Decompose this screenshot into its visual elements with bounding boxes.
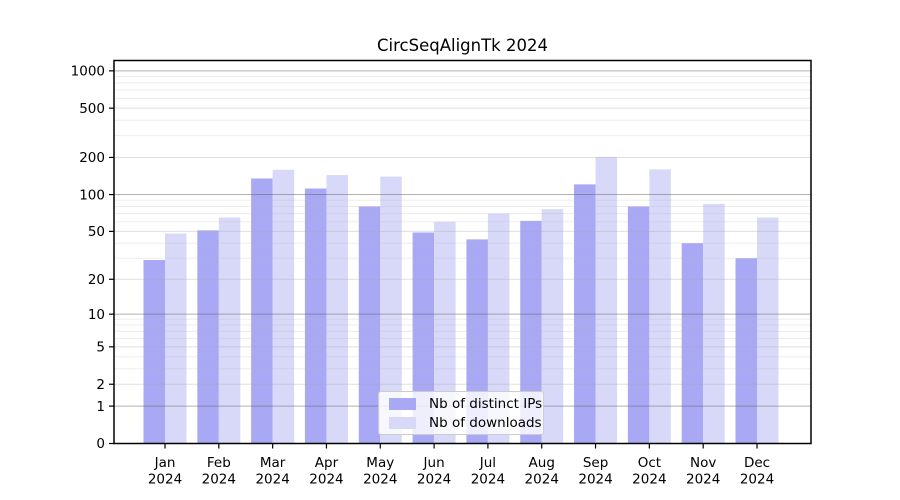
chart-title: CircSeqAlignTk 2024 xyxy=(377,36,548,55)
bar-distinct-ips xyxy=(197,230,219,444)
bar-distinct-ips xyxy=(304,188,327,444)
x-tick-label-month: Oct xyxy=(638,455,661,471)
y-tick-label: 100 xyxy=(79,187,105,203)
legend-label-distinct-ips: Nb of distinct IPs xyxy=(429,395,543,412)
bar-downloads xyxy=(703,203,725,444)
bar-distinct-ips xyxy=(251,178,273,444)
x-tick-label-year: 2024 xyxy=(632,472,666,488)
bar-downloads xyxy=(541,209,564,444)
x-tick-label-month: Nov xyxy=(690,455,716,471)
x-tick-label-year: 2024 xyxy=(686,472,720,488)
bar-distinct-ips xyxy=(412,232,435,444)
y-tick-label: 2 xyxy=(96,377,105,393)
bar-downloads xyxy=(649,169,671,444)
bar-downloads xyxy=(757,217,779,444)
bar-downloads xyxy=(326,175,348,444)
x-tick-label-year: 2024 xyxy=(417,472,451,488)
x-tick-label-year: 2024 xyxy=(471,472,505,488)
x-tick-label-year: 2024 xyxy=(202,472,236,488)
x-tick-label-year: 2024 xyxy=(525,472,559,488)
y-tick-label: 5 xyxy=(96,340,105,356)
y-tick-label: 500 xyxy=(79,101,105,117)
axis-spine xyxy=(113,59,812,445)
y-tick-label: 10 xyxy=(88,307,105,323)
legend: Nb of distinct IPs Nb of downloads xyxy=(378,391,544,435)
bar-downloads xyxy=(487,213,510,444)
bar-downloads xyxy=(165,233,187,444)
x-tick-label-month: Aug xyxy=(529,455,555,471)
bar-downloads xyxy=(595,156,618,444)
bar-downloads xyxy=(272,169,295,444)
x-tick-label-month: Mar xyxy=(260,455,286,471)
bar-distinct-ips xyxy=(735,258,757,444)
x-tick-label-year: 2024 xyxy=(309,472,343,488)
y-tick-label: 0 xyxy=(96,436,105,452)
x-tick-label-year: 2024 xyxy=(255,472,289,488)
bar-downloads xyxy=(434,221,456,444)
legend-label-downloads: Nb of downloads xyxy=(429,414,542,431)
y-tick-label: 200 xyxy=(79,150,105,166)
x-tick-label-year: 2024 xyxy=(148,472,182,488)
y-tick-label: 1 xyxy=(96,399,105,415)
x-tick-label-month: Feb xyxy=(207,455,231,471)
y-tick-label: 20 xyxy=(88,272,105,288)
x-tick-label-year: 2024 xyxy=(740,472,774,488)
bar-downloads xyxy=(380,176,402,444)
legend-swatch-distinct-ips xyxy=(389,397,416,410)
x-tick-label-month: Jun xyxy=(423,455,445,471)
bar-distinct-ips xyxy=(520,220,542,444)
bar-distinct-ips xyxy=(143,260,165,444)
bar-distinct-ips xyxy=(681,243,704,444)
y-tick-label: 1000 xyxy=(71,64,105,80)
x-tick-label-month: Dec xyxy=(744,455,770,471)
legend-item-distinct-ips: Nb of distinct IPs xyxy=(385,394,542,413)
x-tick-label-month: Apr xyxy=(315,455,339,471)
x-tick-label-month: Sep xyxy=(583,455,608,471)
x-tick-label-year: 2024 xyxy=(363,472,397,488)
x-tick-label-month: Jul xyxy=(479,455,496,471)
y-tick-label: 50 xyxy=(88,224,105,240)
x-tick-label-year: 2024 xyxy=(578,472,612,488)
x-tick-label-month: Jan xyxy=(154,455,176,471)
bar-downloads xyxy=(218,217,241,444)
bar-distinct-ips xyxy=(358,206,381,444)
bar-distinct-ips xyxy=(627,206,650,444)
x-tick-label-month: May xyxy=(366,455,394,471)
legend-swatch-downloads xyxy=(389,416,416,429)
legend-item-downloads: Nb of downloads xyxy=(385,413,542,432)
